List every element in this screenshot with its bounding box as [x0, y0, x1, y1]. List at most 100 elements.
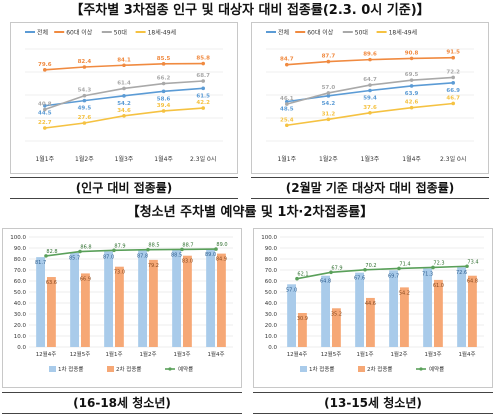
reservation-point [146, 247, 150, 252]
bar-label-second: 66.9 [80, 276, 91, 282]
legend-label: 전체 [278, 29, 289, 37]
y-tick-label: 70.0 [14, 268, 27, 274]
bar-first-dose [104, 251, 113, 347]
data-point [43, 103, 47, 108]
bar-second-dose [298, 313, 307, 347]
bar-second-dose [434, 279, 443, 347]
data-point [82, 121, 87, 125]
bar-label-first: 85.7 [69, 256, 80, 262]
data-point [368, 88, 372, 93]
data-point [43, 68, 47, 72]
data-label: 68.7 [196, 73, 210, 79]
bar-label-first: 89.0 [205, 252, 216, 258]
data-label: 66.9 [446, 88, 460, 94]
bar-first-dose [206, 249, 215, 347]
bar-label-second: 61.0 [433, 283, 444, 289]
chart-target-ratio-svg: 전체 60대 이상 50대 18세-49세 48.5 54.2 59.4 63.9 66.9 84… [266, 29, 474, 163]
bar-label-second: 63.6 [46, 280, 57, 286]
reservation-point [295, 276, 299, 281]
y-tick-label: 40.0 [14, 301, 27, 307]
legend-label: 예약률 [178, 365, 193, 373]
reservation-point [112, 248, 116, 253]
x-tick-label: 1월3주 [115, 155, 134, 163]
x-tick-label: 1월1주 [277, 155, 296, 163]
bar-label-first: 71.3 [422, 272, 433, 278]
data-label: 54.2 [117, 101, 131, 107]
x-tick-label: 1월2주 [319, 155, 338, 163]
caption-population-ratio: (인구 대비 접종률) [10, 177, 238, 199]
data-point [326, 59, 331, 64]
data-label: 25.4 [280, 117, 294, 123]
y-tick-label: 30.0 [265, 312, 278, 318]
data-label: 42.2 [196, 100, 210, 106]
chart-target-ratio: 전체 60대 이상 50대 18세-49세 48.5 54.2 59.4 63.9 66.9 84… [251, 22, 489, 174]
reservation-label: 87.9 [114, 243, 125, 249]
chart-population-ratio: 전체 60대 이상 50대 18세-49세 44.5 49.5 54.2 58.6 61.5 79… [10, 22, 238, 174]
bar-label-second: 79.2 [148, 263, 159, 269]
bar-label-first: 67.6 [354, 276, 365, 282]
y-tick-label: 10.0 [265, 334, 278, 340]
legend-swatch [358, 366, 365, 372]
legend-swatch [49, 366, 56, 372]
data-label: 84.7 [280, 57, 294, 63]
data-point [326, 91, 331, 95]
data-label: 40.8 [38, 102, 52, 108]
chart-youth-13-15-svg: 0.0 10.0 20.0 30.0 40.0 50.0 60.0 70.0 80.0 90.0 1… [261, 235, 484, 373]
bar-label-first: 87.0 [103, 254, 114, 260]
caption-youth-13-15: (13-15세 청소년) [253, 392, 493, 414]
legend-label: 50대 [114, 29, 127, 37]
reservation-point [397, 266, 401, 271]
x-tick-label: 1월2주 [75, 155, 94, 163]
reservation-label: 67.9 [331, 265, 342, 271]
bar-first-dose [389, 270, 398, 347]
data-point [409, 105, 414, 110]
reservation-point [363, 267, 367, 272]
data-point [201, 61, 205, 66]
data-point [368, 57, 372, 62]
data-point [409, 56, 414, 61]
reservation-point [44, 254, 48, 258]
data-point [122, 94, 126, 98]
data-point [161, 81, 166, 86]
reservation-label: 73.4 [467, 259, 478, 265]
data-label: 85.8 [196, 56, 210, 62]
y-tick-label: 80.0 [14, 257, 27, 263]
bar-first-dose [423, 268, 432, 347]
x-tick-label: 1월3주 [424, 350, 441, 358]
legend-swatch-point [419, 367, 423, 371]
y-tick-label: 70.0 [265, 268, 278, 274]
data-point [409, 84, 414, 88]
reservation-label: 70.2 [365, 263, 376, 269]
y-tick-label: 60.0 [265, 279, 278, 285]
legend-label: 2차 접종률 [116, 365, 142, 373]
data-label: 31.2 [322, 111, 336, 117]
reservation-label: 89.0 [216, 242, 227, 248]
data-point [451, 81, 455, 85]
x-tick-label: 1월1주 [356, 350, 373, 358]
data-point [201, 79, 205, 83]
x-tick-label: 1월1주 [105, 350, 122, 358]
legend-label: 18세-49세 [389, 29, 417, 37]
x-tick-label: 1월2주 [390, 350, 407, 358]
bar-second-dose [115, 266, 124, 347]
data-label: 39.4 [157, 103, 171, 109]
bar-first-dose [355, 272, 364, 347]
bar-label-first: 87.8 [137, 253, 148, 259]
data-label: 90.8 [405, 50, 419, 56]
reservation-line [296, 265, 468, 280]
bar-label-second: 30.9 [297, 316, 308, 322]
data-label: 34.6 [117, 108, 131, 114]
data-point [43, 107, 47, 112]
data-point [368, 83, 372, 87]
bar-first-dose [36, 257, 45, 347]
data-label: 84.1 [117, 57, 131, 63]
data-label: 57.0 [322, 85, 336, 91]
x-tick-label: 12월5주 [70, 350, 91, 358]
y-tick-label: 100.0 [261, 235, 277, 241]
data-label: 54.2 [322, 101, 336, 107]
data-label: 82.4 [78, 59, 92, 65]
y-tick-label: 0.0 [17, 345, 26, 351]
bar-label-first: 88.5 [171, 253, 182, 259]
y-tick-label: 60.0 [14, 279, 27, 285]
legend-label: 2차 접종률 [367, 365, 393, 373]
